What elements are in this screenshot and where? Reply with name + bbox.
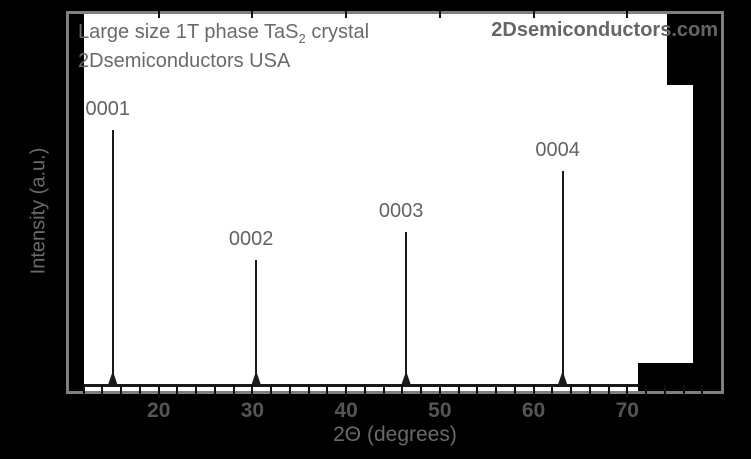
- x-minor-tick: [645, 385, 648, 395]
- mask-block-right-column: [693, 85, 721, 363]
- x-minor-tick: [607, 385, 610, 395]
- x-minor-tick: [288, 385, 291, 395]
- xrd-peak: [111, 130, 114, 384]
- mask-block-top-right: [667, 14, 721, 85]
- x-minor-tick: [495, 385, 498, 395]
- xrd-baseline: [69, 384, 721, 387]
- x-major-tick-top: [438, 11, 441, 18]
- x-minor-tick: [551, 385, 554, 395]
- peak-label: 0001: [85, 98, 131, 120]
- x-minor-tick: [82, 385, 85, 395]
- x-major-tick-top: [532, 11, 535, 18]
- x-major-tick-top: [345, 11, 348, 18]
- x-tick-label: 20: [147, 399, 171, 422]
- plot-area: [66, 11, 724, 394]
- x-major-tick: [345, 385, 348, 398]
- chart-subtitle: 2Dsemiconductors USA: [78, 50, 291, 72]
- x-minor-tick: [570, 385, 573, 395]
- x-minor-tick: [457, 385, 460, 395]
- x-minor-tick: [663, 385, 666, 395]
- x-minor-tick: [213, 385, 216, 395]
- x-tick-label: 40: [334, 399, 358, 422]
- x-major-tick-top: [251, 11, 254, 18]
- x-minor-tick: [176, 385, 179, 395]
- mask-block-left: [69, 14, 84, 391]
- x-minor-tick: [513, 385, 516, 395]
- xrd-peak-base: [557, 371, 569, 387]
- chart-title: Large size 1T phase TaS2 crystal: [78, 21, 369, 50]
- x-minor-tick: [382, 385, 385, 395]
- x-major-tick: [532, 385, 535, 398]
- x-minor-tick: [363, 385, 366, 395]
- x-tick-label: 60: [521, 399, 546, 422]
- x-minor-tick: [232, 385, 235, 395]
- x-minor-tick: [701, 385, 704, 395]
- x-major-tick: [438, 385, 441, 398]
- x-major-tick: [251, 385, 254, 398]
- xrd-peak: [255, 260, 258, 384]
- x-minor-tick: [138, 385, 141, 395]
- x-major-tick: [626, 385, 629, 398]
- x-minor-tick: [120, 385, 123, 395]
- x-major-tick-top: [626, 11, 629, 18]
- xrd-peak-base: [107, 371, 119, 387]
- xrd-peak-base: [250, 371, 262, 387]
- x-major-tick-top: [157, 11, 160, 18]
- x-minor-tick: [270, 385, 273, 395]
- x-tick-label: 30: [240, 399, 265, 422]
- peak-label: 0002: [228, 228, 274, 250]
- x-tick-label: 50: [428, 399, 452, 422]
- x-minor-tick: [588, 385, 591, 395]
- x-axis-label: 2Θ (degrees): [333, 423, 457, 446]
- xrd-peak-base: [400, 371, 412, 387]
- x-minor-tick: [420, 385, 423, 395]
- chart-title-suffix: crystal: [305, 21, 370, 43]
- x-minor-tick: [401, 385, 404, 395]
- x-minor-tick: [326, 385, 329, 395]
- x-minor-tick: [195, 385, 198, 395]
- x-minor-tick: [476, 385, 479, 395]
- xrd-peak: [561, 171, 564, 384]
- annotation-block: Large size 1T phase TaS2 crystal 2Dsemic…: [78, 21, 369, 73]
- mask-block-bottom-right: [638, 363, 721, 391]
- x-minor-tick: [307, 385, 310, 395]
- chart-title-subscript: 2: [298, 31, 306, 46]
- y-axis-label: Intensity (a.u.): [27, 147, 50, 275]
- watermark-text: 2Dsemiconductors.com: [491, 19, 718, 41]
- peak-label: 0003: [378, 200, 424, 222]
- x-major-tick: [157, 385, 160, 398]
- peak-label: 0004: [535, 139, 580, 161]
- chart-title-text: Large size 1T phase TaS: [78, 21, 299, 43]
- x-minor-tick: [682, 385, 685, 395]
- x-minor-tick: [101, 385, 104, 395]
- xrd-peak: [405, 232, 408, 384]
- x-tick-label: 70: [615, 399, 639, 422]
